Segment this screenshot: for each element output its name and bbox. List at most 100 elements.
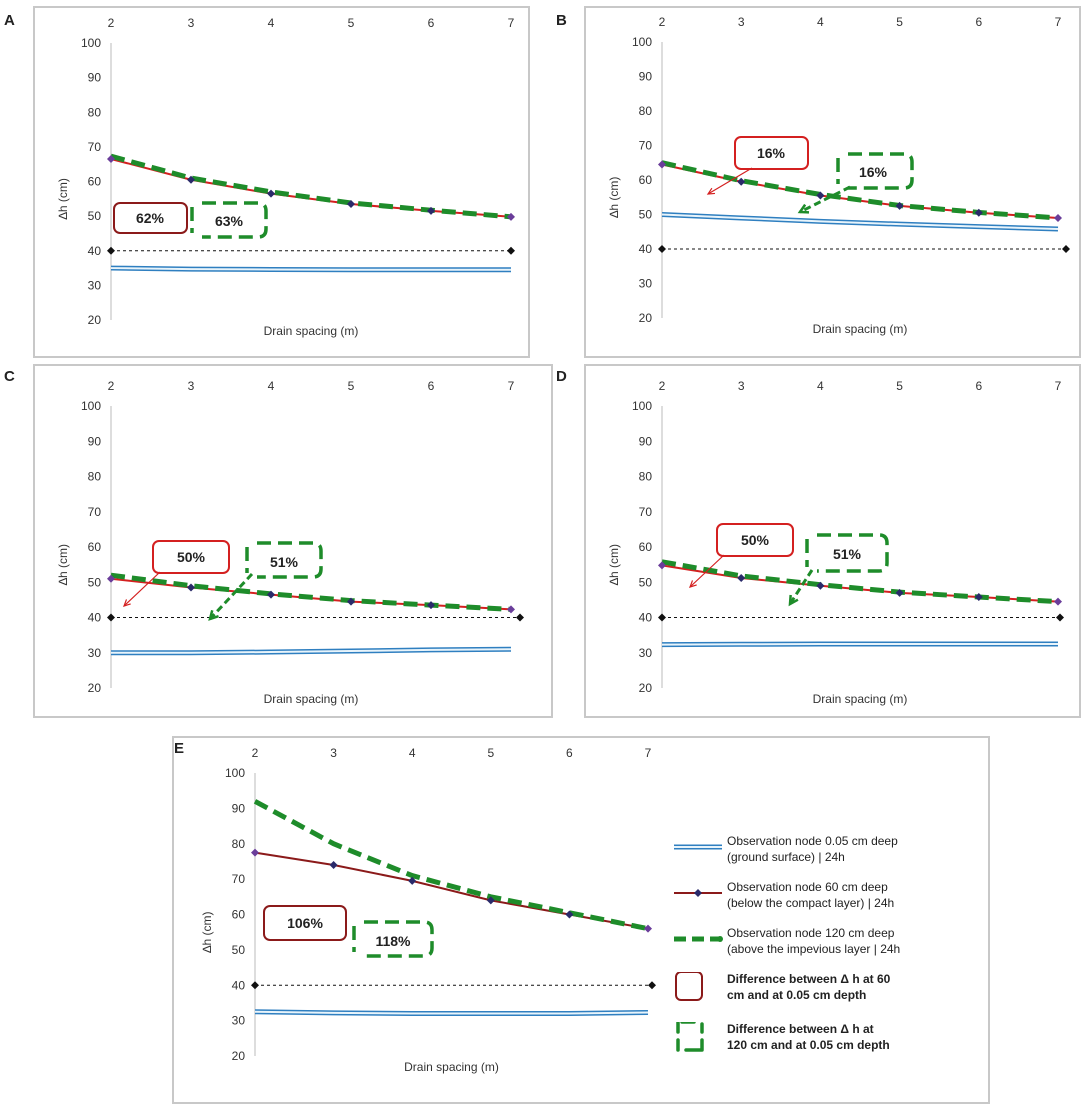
panel-c-y-tick-label: 40 <box>88 611 102 625</box>
panel-a-x-tick-label: 5 <box>348 16 355 30</box>
panel-b-diff120-box <box>836 152 914 190</box>
panel-a-x-tick-label: 2 <box>108 16 115 30</box>
dashed-box-icon <box>676 1022 704 1052</box>
legend: Observation node 0.05 cm deep (ground sur… <box>672 828 972 1062</box>
panel-c-series-ground-inner <box>111 648 512 654</box>
panel-c-y-tick-label: 60 <box>88 540 102 554</box>
panel-c-y-axis-label: ∆h (cm) <box>56 544 70 585</box>
panel-a-point-node60 <box>187 175 195 184</box>
panel-c-point-node60 <box>507 605 515 614</box>
panel-b-y-tick-label: 40 <box>639 242 653 256</box>
panel-e-diff120-label: 118% <box>375 933 411 949</box>
panel-a-point-node60 <box>507 212 515 221</box>
panel-a-y-tick-label: 20 <box>88 313 102 327</box>
panel-c-y-tick-label: 20 <box>88 681 102 695</box>
panel-c-diff60-label: 50% <box>177 549 206 565</box>
panel-e-x-tick-label: 5 <box>487 746 494 760</box>
panel-c-x-tick-label: 5 <box>348 379 355 393</box>
double-line-icon <box>674 844 722 850</box>
panel-c-point-node60 <box>347 597 355 606</box>
legend-item-node60-line2: (below the compact layer) | 24h <box>727 896 895 910</box>
legend-item-node120-line2: (above the impevious layer | 24h <box>727 942 901 956</box>
panel-c-y-tick-label: 90 <box>88 434 102 448</box>
panel-d-threshold-marker <box>1056 613 1064 622</box>
panel-e-x-axis-label: Drain spacing (m) <box>404 1060 499 1074</box>
panel-d-x-tick-label: 2 <box>659 379 666 393</box>
panel-c-y-tick-label: 50 <box>88 575 102 589</box>
panel-b-y-tick-label: 100 <box>632 35 652 49</box>
panel-a-point-node60 <box>347 200 355 209</box>
legend-item-ground-line1: Observation node 0.05 cm deep <box>727 834 898 848</box>
panel-c-x-axis-label: Drain spacing (m) <box>264 692 359 706</box>
rounded-box-icon <box>675 972 703 1001</box>
panel-b-y-tick-label: 60 <box>639 173 653 187</box>
panel-d-x-tick-label: 7 <box>1055 379 1062 393</box>
panel-c-diff120-box <box>245 541 323 579</box>
panel-a-threshold-marker <box>507 246 515 255</box>
panel-e-y-tick-label: 70 <box>232 872 246 886</box>
panel-d-diff120-arrowhead <box>788 594 799 607</box>
panel-d-y-tick-label: 70 <box>639 505 653 519</box>
panel-e-frame <box>172 736 990 1104</box>
panel-e-series-node120 <box>253 799 649 932</box>
panel-c-diff120-arrowhead <box>208 609 219 621</box>
panel-a-y-tick-label: 70 <box>88 140 102 154</box>
panel-b-x-tick-label: 5 <box>896 15 903 29</box>
panel-d-diff60-arrowhead <box>688 580 697 588</box>
panel-a-y-tick-label: 50 <box>88 209 102 223</box>
panel-d-x-tick-label: 3 <box>738 379 745 393</box>
panel-b-point-node60 <box>1054 213 1062 222</box>
panel-b-diff60-arrow <box>707 167 753 195</box>
panel-d-frame <box>584 364 1081 718</box>
panel-d-letter: D <box>556 368 567 385</box>
panel-b-point-node60 <box>737 177 746 186</box>
panel-b-threshold-marker <box>1062 245 1070 253</box>
panel-e-letter: E <box>174 740 185 757</box>
legend-item-node60-line1: Observation node 60 cm deep <box>727 880 888 894</box>
panel-d-diff120-box <box>805 533 889 573</box>
panel-e-y-tick-label: 40 <box>232 978 246 992</box>
panel-d-y-tick-label: 20 <box>639 681 653 695</box>
panel-b-x-tick-label: 7 <box>1055 15 1062 29</box>
panel-a-x-tick-label: 6 <box>428 16 435 30</box>
panel-e-diff60-box <box>263 905 347 941</box>
panel-b-diff60-label: 16% <box>757 145 786 161</box>
panel-a-y-tick-label: 60 <box>88 175 102 189</box>
panel-c-y-tick-label: 30 <box>88 646 102 660</box>
panel-e-plot: 20 30 40 50 60 70 80 90 100 2 3 4 5 6 7 Drain spacing (… <box>200 746 656 1074</box>
panel-b-point-node60 <box>974 208 983 217</box>
panel-e-threshold-marker <box>648 981 656 990</box>
panel-c-point-node60 <box>187 583 195 592</box>
panel-c-point-node60 <box>427 601 435 610</box>
panel-b-y-tick-label: 20 <box>639 311 653 325</box>
panel-b-diff120-label: 16% <box>859 164 888 180</box>
panel-d-y-tick-label: 40 <box>639 611 653 625</box>
panel-b-x-axis-label: Drain spacing (m) <box>813 322 908 336</box>
panel-b-series-ground-inner <box>661 213 1059 230</box>
panel-b-y-axis-label: ∆h (cm) <box>607 177 621 218</box>
panel-e-point-node60 <box>329 860 338 869</box>
panel-d-point-node60 <box>974 593 983 602</box>
panel-b-y-tick-label: 70 <box>639 139 653 153</box>
panel-a-series-node120 <box>110 153 512 220</box>
panel-e-x-tick-label: 3 <box>330 746 337 760</box>
panel-e-y-tick-label: 100 <box>225 766 245 780</box>
panel-b-x-tick-label: 6 <box>975 15 982 29</box>
line-diamond-icon <box>674 889 722 897</box>
legend-item-ground: Observation node 0.05 cm deep (ground sur… <box>672 828 972 874</box>
legend-item-diff60-line1: Difference between Δ h at 60 <box>727 972 891 986</box>
panel-e-y-tick-label: 60 <box>232 908 246 922</box>
panel-d-series-ground-inner <box>661 642 1058 646</box>
panel-c-diff60-box <box>152 540 230 574</box>
panel-c-series-node120 <box>110 572 512 612</box>
panel-c-point-node60 <box>107 574 115 583</box>
panel-b-diff60-arrowhead <box>706 187 716 195</box>
panel-a-plot: 20 30 40 50 60 70 80 90 100 2 3 4 5 6 7 Drain spacing (… <box>56 16 515 338</box>
panel-a-x-tick-label: 4 <box>268 16 275 30</box>
panel-e-x-tick-label: 6 <box>566 746 573 760</box>
panel-a-y-tick-label: 90 <box>88 71 102 85</box>
legend-item-diff120-line1: Difference between Δ h at <box>727 1022 874 1036</box>
panel-b-diff60-box <box>734 136 809 170</box>
panel-c-y-tick-label: 100 <box>81 399 101 413</box>
